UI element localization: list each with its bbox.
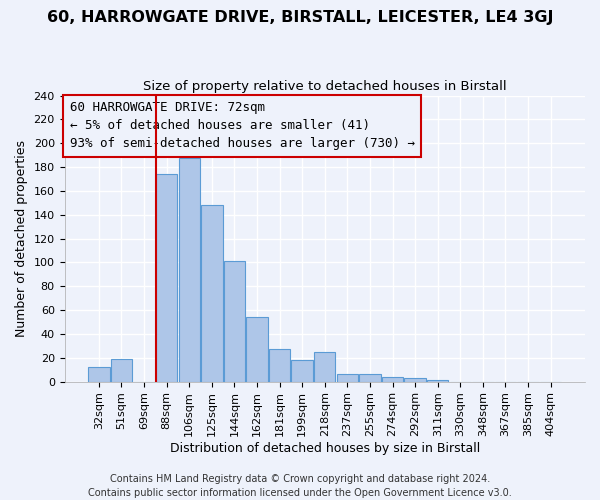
Bar <box>224 261 245 382</box>
Text: Contains HM Land Registry data © Crown copyright and database right 2024.
Contai: Contains HM Land Registry data © Crown c… <box>88 474 512 498</box>
Bar <box>156 174 178 382</box>
Y-axis label: Number of detached properties: Number of detached properties <box>15 140 28 337</box>
Bar <box>179 158 200 382</box>
X-axis label: Distribution of detached houses by size in Birstall: Distribution of detached houses by size … <box>170 442 480 455</box>
Bar <box>314 352 335 382</box>
Bar <box>201 205 223 382</box>
Title: Size of property relative to detached houses in Birstall: Size of property relative to detached ho… <box>143 80 506 93</box>
Bar <box>404 378 426 382</box>
Bar <box>269 350 290 382</box>
Text: 60 HARROWGATE DRIVE: 72sqm
← 5% of detached houses are smaller (41)
93% of semi-: 60 HARROWGATE DRIVE: 72sqm ← 5% of detac… <box>70 102 415 150</box>
Bar <box>88 368 110 382</box>
Bar <box>427 380 448 382</box>
Bar <box>382 377 403 382</box>
Bar <box>246 317 268 382</box>
Bar <box>292 360 313 382</box>
Bar <box>337 374 358 382</box>
Text: 60, HARROWGATE DRIVE, BIRSTALL, LEICESTER, LE4 3GJ: 60, HARROWGATE DRIVE, BIRSTALL, LEICESTE… <box>47 10 553 25</box>
Bar <box>111 359 132 382</box>
Bar <box>359 374 380 382</box>
